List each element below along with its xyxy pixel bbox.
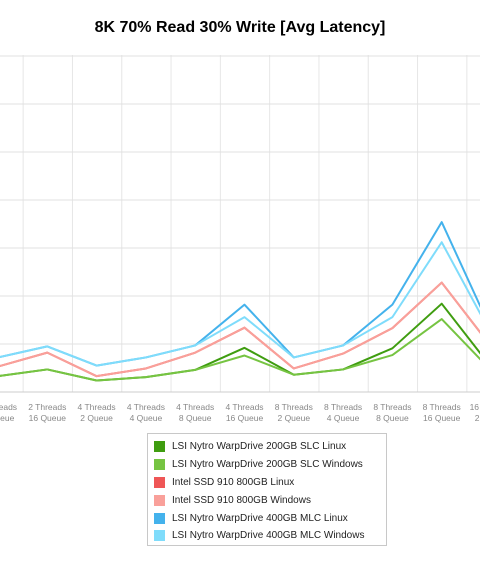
legend-label: LSI Nytro WarpDrive 200GB SLC Windows [172, 459, 363, 471]
legend-item: LSI Nytro WarpDrive 400GB MLC Linux [154, 509, 386, 527]
x-tick-label: 4 Threads 8 Queue [176, 402, 214, 423]
legend-item: LSI Nytro WarpDrive 200GB SLC Linux [154, 438, 386, 456]
legend-label: Intel SSD 910 800GB Linux [172, 476, 295, 488]
legend-label: LSI Nytro WarpDrive 400GB MLC Linux [172, 512, 348, 524]
x-tick-label: 4 Threads 2 Queue [78, 402, 116, 423]
legend-item: LSI Nytro WarpDrive 200GB SLC Windows [154, 456, 386, 474]
series-line-4 [0, 281, 480, 378]
series-line-2 [0, 318, 480, 382]
chart-title: 8K 70% Read 30% Write [Avg Latency] [94, 19, 386, 36]
x-tick-label: 2 Threads 16 Queue [28, 402, 66, 423]
x-tick-label: 8 Threads 16 Queue [423, 402, 461, 423]
legend-swatch [154, 494, 165, 506]
legend-label: Intel SSD 910 800GB Windows [172, 494, 311, 506]
x-tick-label: 4 Threads 16 Queue [225, 402, 263, 423]
x-tick-label: 4 Threads 4 Queue [127, 402, 165, 423]
legend-swatch [154, 530, 165, 542]
x-tick-label: 8 Threads 2 Queue [275, 402, 313, 423]
legend-item: LSI Nytro WarpDrive 400GB MLC Windows [154, 527, 386, 545]
legend-swatch [154, 459, 165, 471]
x-tick-label: 8 Threads 4 Queue [324, 402, 362, 423]
legend-swatch [154, 441, 165, 453]
legend: LSI Nytro WarpDrive 200GB SLC Linux LSI N… [147, 433, 387, 546]
legend-item: Intel SSD 910 800GB Windows [154, 491, 386, 509]
legend-swatch [154, 512, 165, 524]
legend-label: LSI Nytro WarpDrive 400GB MLC Windows [172, 530, 365, 542]
series-line-6 [0, 241, 480, 367]
gridlines [0, 55, 480, 393]
series-lines [0, 221, 480, 382]
legend-label: LSI Nytro WarpDrive 200GB SLC Linux [172, 441, 347, 453]
x-tick-label: 8 Threads 8 Queue [373, 402, 411, 423]
legend-swatch [154, 476, 165, 488]
legend-item: Intel SSD 910 800GB Linux [154, 474, 386, 492]
